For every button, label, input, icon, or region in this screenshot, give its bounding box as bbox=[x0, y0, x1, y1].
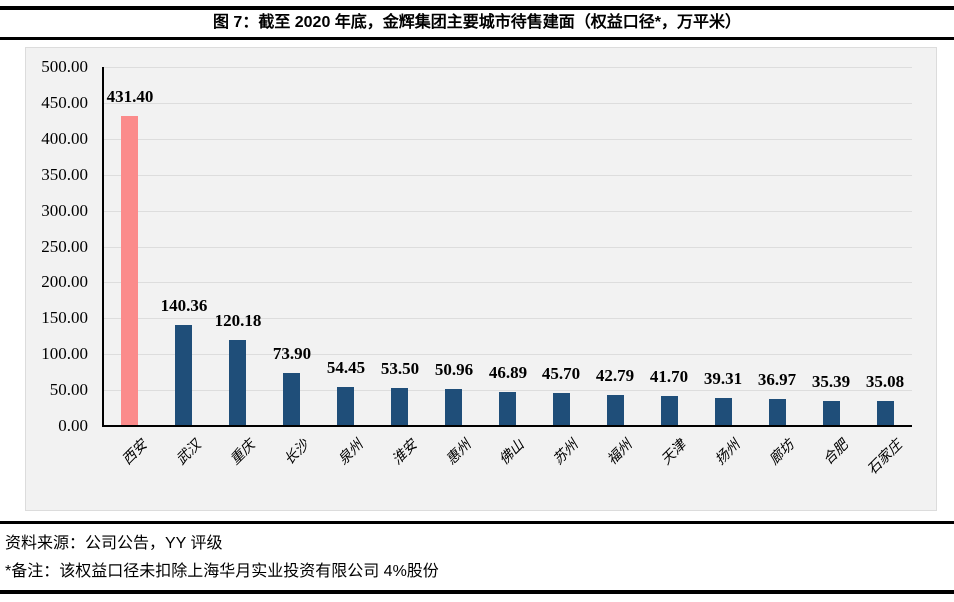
bar bbox=[499, 392, 516, 425]
bar bbox=[229, 340, 246, 425]
gridline bbox=[103, 211, 912, 212]
bar bbox=[283, 373, 300, 425]
y-axis-tick-label: 350.00 bbox=[41, 165, 88, 184]
title-rule bbox=[0, 37, 954, 40]
bar bbox=[607, 395, 624, 425]
bar bbox=[877, 401, 894, 425]
bar-value-label: 120.18 bbox=[214, 311, 262, 330]
y-axis-tick-label: 500.00 bbox=[41, 57, 88, 76]
bar bbox=[553, 393, 570, 425]
x-axis-category-label: 苏州 bbox=[551, 437, 582, 469]
bar-value-label: 42.79 bbox=[595, 366, 635, 385]
bar-value-label: 39.31 bbox=[703, 369, 743, 388]
bar-value-label: 36.97 bbox=[757, 370, 797, 389]
x-axis-category-label: 石家庄 bbox=[865, 437, 906, 479]
x-axis-category-label: 重庆 bbox=[228, 437, 259, 469]
y-axis-tick-label: 250.00 bbox=[41, 237, 88, 256]
top-rule bbox=[0, 6, 954, 10]
bar-value-label: 41.70 bbox=[649, 367, 689, 386]
bar bbox=[337, 387, 354, 425]
x-axis-category-label: 廊坊 bbox=[767, 437, 798, 469]
y-axis-tick-label: 100.00 bbox=[41, 344, 88, 363]
x-axis-line bbox=[102, 425, 912, 427]
x-axis-category-label: 扬州 bbox=[713, 437, 744, 469]
y-axis-tick-label: 400.00 bbox=[41, 129, 88, 148]
gridline bbox=[103, 247, 912, 248]
y-axis-line bbox=[102, 67, 104, 426]
gridline bbox=[103, 175, 912, 176]
x-axis-category-label: 泉州 bbox=[336, 437, 367, 469]
x-axis-category-label: 惠州 bbox=[444, 437, 475, 469]
gridline bbox=[103, 139, 912, 140]
bar bbox=[823, 401, 840, 425]
y-axis-tick-label: 450.00 bbox=[41, 93, 88, 112]
footer-top-rule bbox=[0, 521, 954, 524]
gridline bbox=[103, 390, 912, 391]
x-axis-category-label: 淮安 bbox=[390, 437, 421, 469]
x-axis-category-label: 长沙 bbox=[282, 437, 313, 469]
gridline bbox=[103, 318, 912, 319]
bar bbox=[121, 116, 138, 425]
bar-value-label: 53.50 bbox=[380, 359, 420, 378]
footnote: *备注：该权益口径未扣除上海华月实业投资有限公司 4%股份 bbox=[5, 563, 439, 580]
x-axis-category-label: 天津 bbox=[659, 437, 690, 469]
bar-value-label: 50.96 bbox=[434, 360, 474, 379]
x-axis-category-label: 福州 bbox=[605, 437, 636, 469]
y-axis-tick-label: 300.00 bbox=[41, 201, 88, 220]
gridline bbox=[103, 67, 912, 68]
bottom-rule bbox=[0, 590, 954, 594]
gridline bbox=[103, 103, 912, 104]
bar bbox=[715, 398, 732, 425]
y-axis-tick-label: 200.00 bbox=[41, 272, 88, 291]
y-axis-tick-label: 150.00 bbox=[41, 308, 88, 327]
gridline bbox=[103, 282, 912, 283]
y-axis-tick-label: 50.00 bbox=[49, 380, 88, 399]
bar-value-label: 54.45 bbox=[326, 358, 366, 377]
bar bbox=[391, 388, 408, 425]
bar-value-label: 35.39 bbox=[811, 372, 851, 391]
bar-value-label: 45.70 bbox=[541, 364, 581, 383]
bar-value-label: 46.89 bbox=[488, 363, 528, 382]
bar-value-label: 431.40 bbox=[106, 87, 154, 106]
gridline bbox=[103, 354, 912, 355]
bar bbox=[769, 399, 786, 425]
x-axis-category-label: 西安 bbox=[120, 437, 151, 469]
bar-value-label: 140.36 bbox=[160, 296, 208, 315]
x-axis-category-label: 合肥 bbox=[821, 437, 852, 469]
x-axis-category-label: 武汉 bbox=[174, 437, 205, 469]
x-axis-category-label: 佛山 bbox=[497, 437, 528, 469]
bar bbox=[175, 325, 192, 425]
bar bbox=[445, 389, 462, 425]
bar bbox=[661, 396, 678, 425]
source-note: 资料来源：公司公告，YY 评级 bbox=[5, 535, 223, 552]
chart-panel: 500.00 450.00 400.00 350.00 300.00 250.00 200.… bbox=[25, 47, 937, 511]
bar-value-label: 73.90 bbox=[272, 344, 312, 363]
bar-value-label: 35.08 bbox=[865, 372, 905, 391]
y-axis-tick-label: 0.00 bbox=[58, 416, 88, 435]
chart-title: 图 7：截至 2020 年底，金辉集团主要城市待售建面（权益口径*，万平米） bbox=[212, 14, 742, 31]
